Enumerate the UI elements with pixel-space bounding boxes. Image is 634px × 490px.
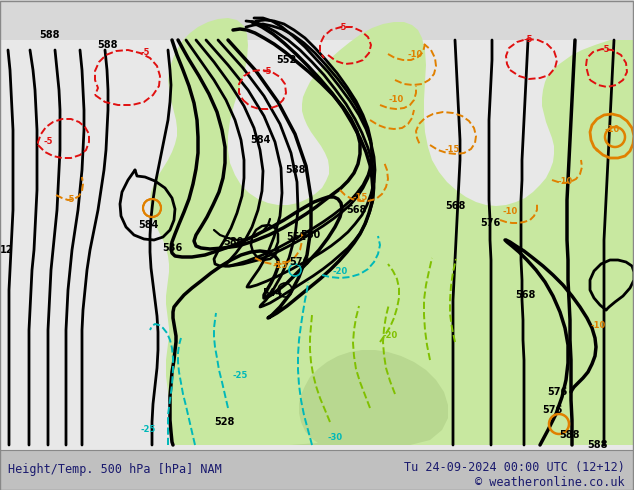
Polygon shape xyxy=(290,350,448,445)
Text: -20: -20 xyxy=(332,268,347,276)
Text: -5: -5 xyxy=(140,49,150,57)
Bar xyxy=(0,450,634,490)
Text: 552: 552 xyxy=(276,55,296,65)
Text: -15: -15 xyxy=(353,194,368,202)
Text: -25: -25 xyxy=(232,370,248,379)
Text: -5: -5 xyxy=(65,196,75,204)
Text: -5: -5 xyxy=(262,68,272,76)
Text: Tu 24-09-2024 00:00 UTC (12+12): Tu 24-09-2024 00:00 UTC (12+12) xyxy=(404,462,625,474)
Text: 536: 536 xyxy=(162,243,182,253)
Text: -10: -10 xyxy=(408,50,423,59)
Text: -5: -5 xyxy=(43,138,53,147)
Text: -5: -5 xyxy=(337,24,347,32)
Text: 12: 12 xyxy=(0,245,14,255)
Text: -15: -15 xyxy=(444,146,460,154)
Text: -10: -10 xyxy=(389,96,404,104)
Text: 576: 576 xyxy=(480,218,500,228)
Text: 580: 580 xyxy=(223,237,243,247)
Text: -5: -5 xyxy=(600,46,610,54)
Text: -10: -10 xyxy=(590,320,605,329)
Text: 544: 544 xyxy=(262,288,282,298)
Text: 588: 588 xyxy=(40,30,60,40)
Text: 576: 576 xyxy=(547,387,567,397)
Text: 528: 528 xyxy=(214,417,234,427)
Text: -10: -10 xyxy=(557,177,573,187)
Text: 568: 568 xyxy=(515,290,535,300)
Text: 588: 588 xyxy=(98,40,119,50)
Text: 560: 560 xyxy=(300,230,320,240)
Polygon shape xyxy=(217,345,395,445)
Text: -20: -20 xyxy=(382,330,398,340)
Text: 552: 552 xyxy=(286,232,306,242)
Text: 568: 568 xyxy=(346,205,366,215)
Text: -10: -10 xyxy=(604,125,619,134)
Text: Height/Temp. 500 hPa [hPa] NAM: Height/Temp. 500 hPa [hPa] NAM xyxy=(8,464,222,476)
Text: 588: 588 xyxy=(560,430,580,440)
Polygon shape xyxy=(150,18,634,445)
Text: 584: 584 xyxy=(250,135,270,145)
Text: -5: -5 xyxy=(523,35,533,45)
Text: 576: 576 xyxy=(542,405,562,415)
Text: 568: 568 xyxy=(445,201,465,211)
Bar xyxy=(0,40,634,450)
Text: -10: -10 xyxy=(502,207,517,217)
Text: -15: -15 xyxy=(273,261,288,270)
Text: 576: 576 xyxy=(289,257,309,267)
Text: 588: 588 xyxy=(588,440,608,450)
Text: 584: 584 xyxy=(138,220,158,230)
Text: -30: -30 xyxy=(327,434,342,442)
Text: © weatheronline.co.uk: © weatheronline.co.uk xyxy=(476,475,625,489)
Text: 588: 588 xyxy=(285,165,305,175)
Text: -25: -25 xyxy=(140,425,156,435)
